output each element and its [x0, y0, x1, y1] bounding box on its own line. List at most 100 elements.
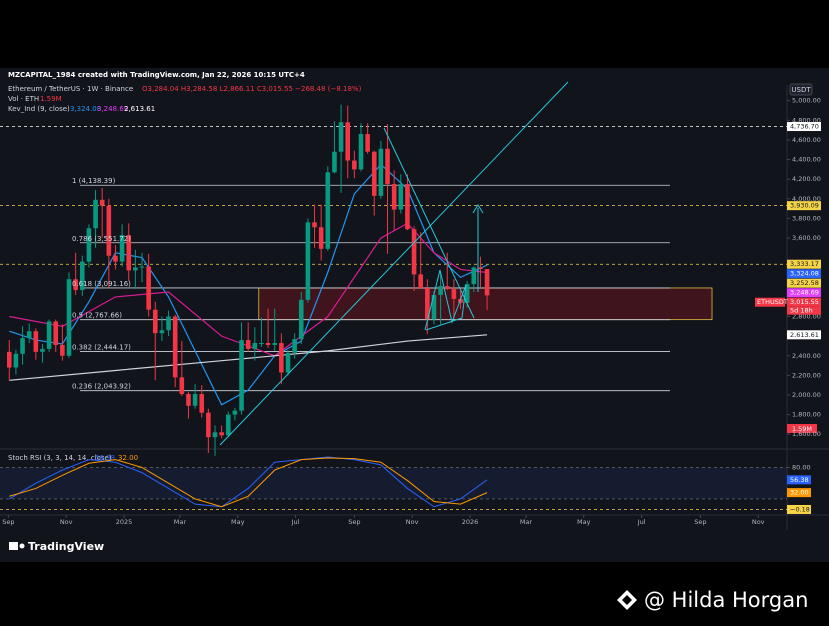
- y-tick-label: 1,600.00: [792, 430, 821, 438]
- currency[interactable]: USDT: [791, 86, 811, 94]
- price-badge-label: 3,252.58: [790, 279, 819, 287]
- candle-body: [179, 377, 185, 395]
- volume-label: Vol · ETH: [8, 95, 39, 103]
- y-tick-label: 2,400.00: [792, 352, 821, 360]
- y-tick-label: 5,000.00: [792, 97, 821, 105]
- currency-box[interactable]: [789, 83, 813, 96]
- candle-body: [20, 338, 25, 354]
- price-badge: [787, 122, 821, 132]
- candle-body: [6, 351, 12, 368]
- candle-body: [40, 348, 45, 352]
- candle-body: [245, 340, 251, 349]
- x-tick-label: Nov: [752, 518, 765, 526]
- candle-body: [206, 412, 211, 438]
- x-tick-label: May: [577, 518, 591, 526]
- candle-body: [358, 134, 364, 170]
- candle-body: [93, 199, 98, 229]
- candle-body: [478, 267, 483, 270]
- symbol-badge-label: ETHUSDT: [757, 298, 788, 306]
- countdown: 5d 18h: [790, 307, 813, 315]
- candle-body: [186, 394, 191, 406]
- candle-body: [318, 227, 324, 249]
- candle-body: [411, 229, 417, 275]
- candle-body: [126, 235, 132, 271]
- indicator-value: 3,324.08: [70, 105, 101, 113]
- candle-body: [73, 279, 78, 291]
- candle-body: [325, 172, 331, 249]
- rsi-band: [0, 467, 787, 499]
- candle-body: [444, 286, 450, 290]
- price-badge: [787, 278, 821, 288]
- x-tick-label: May: [231, 518, 245, 526]
- indicator-value: 2,613.61: [124, 105, 155, 113]
- candle-body: [259, 343, 264, 345]
- candle-body: [425, 288, 430, 320]
- trendlines: [219, 81, 569, 446]
- chart-panel: [0, 68, 829, 562]
- candle-body: [398, 184, 404, 210]
- volume-badge: [787, 424, 817, 433]
- rsi-badge-label: 56.38: [790, 476, 809, 484]
- candle-body: [219, 432, 224, 436]
- fib-label: 0.786 (3,551.72): [72, 235, 131, 243]
- logo-icon: [19, 543, 25, 549]
- x-tick-label: Sep: [348, 518, 360, 526]
- symbol: Ethereum / TetherUS · 1W · Binance: [8, 85, 133, 93]
- candle-body: [305, 222, 311, 300]
- candle-body: [365, 134, 370, 152]
- indicator-value: 3,248.69: [97, 105, 128, 113]
- trendline: [383, 127, 475, 319]
- y-tick-label: 4,400.00: [792, 156, 821, 164]
- rsi-value: 56.38: [95, 454, 115, 462]
- price-badge-label: 2,613.61: [790, 331, 819, 339]
- watermark: @ Hilda Horgan: [644, 588, 808, 612]
- candle-body: [113, 255, 118, 262]
- candle-body: [66, 279, 72, 356]
- x-tick-label: Mar: [174, 518, 187, 526]
- candle-body: [391, 184, 397, 210]
- price-badge-label: 4,736.70: [790, 123, 819, 131]
- candle-body: [133, 267, 138, 271]
- countdown-badge: [787, 306, 821, 315]
- chart-title: MZCAPITAL_1984 created with TradingView.…: [8, 71, 305, 79]
- y-tick-label: 4,000.00: [792, 195, 821, 203]
- price-badge-label: 3,333.17: [790, 260, 819, 268]
- candle-body: [33, 331, 39, 352]
- arrow-head: [472, 204, 484, 214]
- price-badge-label: 3,930.09: [790, 202, 819, 210]
- candle-body: [225, 414, 231, 436]
- price-badge: [787, 259, 821, 269]
- candle-body: [13, 353, 19, 368]
- stoch-rsi-line: [9, 457, 488, 508]
- volume-badge-text: 1.59M: [792, 425, 812, 433]
- volume-value: 1.59M: [40, 95, 62, 103]
- trendline: [219, 81, 569, 446]
- candle-body: [139, 266, 145, 268]
- watermark-icon: [617, 590, 637, 610]
- indicator: Kev_Ind (9, close): [8, 105, 70, 113]
- candle-body: [312, 222, 317, 228]
- candle-body: [265, 343, 271, 345]
- rsi-level-label: −0.18: [790, 505, 810, 513]
- candle-body: [199, 394, 205, 413]
- price-badge-label: 3,015.55: [790, 298, 819, 306]
- candle-body: [232, 410, 238, 415]
- price-badge: [787, 297, 821, 307]
- x-tick-label: Mar: [520, 518, 533, 526]
- triangle: [424, 269, 467, 331]
- candle-body: [53, 321, 59, 345]
- candle-body: [99, 199, 105, 206]
- price-badge: [787, 201, 821, 211]
- candle-body: [119, 235, 125, 262]
- x-tick-label: Sep: [694, 518, 706, 526]
- y-tick-label: 4,600.00: [792, 136, 821, 144]
- candle-body: [285, 352, 291, 373]
- rsi-tick-label: 80.00: [792, 463, 811, 471]
- x-tick-label: 2025: [116, 518, 133, 526]
- y-tick-label: 4,200.00: [792, 175, 821, 183]
- candle-body: [60, 344, 65, 356]
- candle-body: [418, 274, 424, 289]
- y-tick-label: 2,200.00: [792, 371, 821, 379]
- candle-body: [86, 228, 92, 262]
- candle-body: [484, 269, 490, 296]
